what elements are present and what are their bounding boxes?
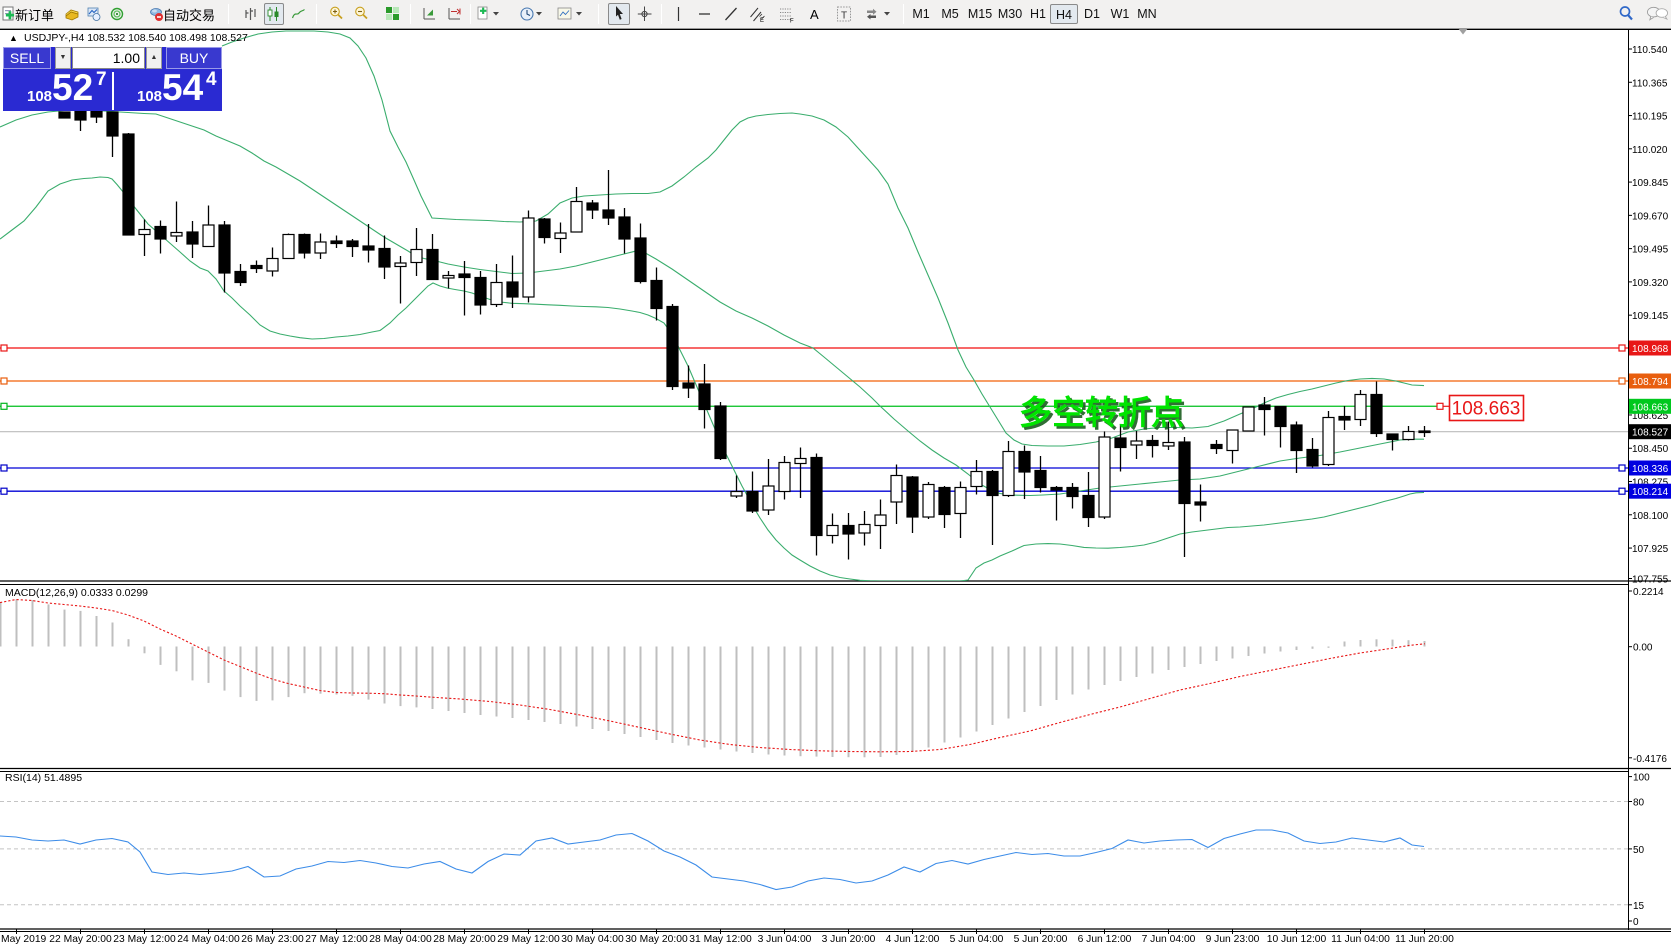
svg-text:108.214: 108.214	[1632, 487, 1669, 498]
svg-text:5 Jun 20:00: 5 Jun 20:00	[1014, 934, 1068, 945]
svg-text:109.145: 109.145	[1632, 311, 1669, 322]
svg-text:RSI(14) 51.4895: RSI(14) 51.4895	[5, 772, 82, 784]
svg-text:6 Jun 12:00: 6 Jun 12:00	[1078, 934, 1132, 945]
svg-text:108.450: 108.450	[1632, 444, 1669, 455]
svg-text:15: 15	[1633, 901, 1645, 912]
svg-text:0.00: 0.00	[1633, 643, 1653, 654]
svg-text:108.336: 108.336	[1632, 464, 1669, 475]
svg-text:108.100: 108.100	[1632, 511, 1669, 522]
svg-text:27 May 12:00: 27 May 12:00	[305, 934, 368, 945]
svg-text:108.527: 108.527	[1632, 428, 1669, 439]
svg-text:T: T	[841, 11, 847, 22]
svg-text:22 May 2019: 22 May 2019	[0, 934, 47, 945]
svg-text:28 May 04:00: 28 May 04:00	[369, 934, 432, 945]
svg-text:108.968: 108.968	[1632, 344, 1669, 355]
svg-text:▲: ▲	[9, 33, 18, 43]
svg-text:MACD(12,26,9) 0.0333 0.0299: MACD(12,26,9) 0.0333 0.0299	[5, 587, 148, 599]
svg-text:-0.4176: -0.4176	[1633, 754, 1667, 765]
svg-text:110.365: 110.365	[1632, 78, 1668, 89]
svg-text:24 May 04:00: 24 May 04:00	[177, 934, 240, 945]
svg-text:多空转折点: 多空转折点	[1019, 394, 1184, 431]
svg-text:50: 50	[1633, 845, 1645, 856]
svg-text:23 May 12:00: 23 May 12:00	[113, 934, 176, 945]
svg-text:5 Jun 04:00: 5 Jun 04:00	[950, 934, 1004, 945]
svg-text:29 May 12:00: 29 May 12:00	[497, 934, 560, 945]
svg-text:110.540: 110.540	[1632, 45, 1668, 56]
svg-text:E: E	[760, 18, 764, 24]
svg-text:108.625: 108.625	[1632, 411, 1669, 422]
svg-text:108.663: 108.663	[1632, 402, 1669, 413]
svg-text:80: 80	[1633, 798, 1645, 809]
svg-text:7 Jun 04:00: 7 Jun 04:00	[1142, 934, 1196, 945]
svg-text:108.794: 108.794	[1632, 377, 1669, 388]
svg-text:110.020: 110.020	[1632, 145, 1668, 156]
svg-text:110.195: 110.195	[1632, 112, 1668, 123]
svg-text:0.2214: 0.2214	[1633, 587, 1664, 598]
svg-text:USDJPY-,H4 108.532 108.540 10: USDJPY-,H4 108.532 108.540 108.498 108.5…	[24, 32, 248, 44]
svg-text:109.320: 109.320	[1632, 278, 1669, 289]
svg-text:26 May 23:00: 26 May 23:00	[241, 934, 304, 945]
svg-text:108.275: 108.275	[1632, 478, 1669, 489]
svg-text:11 Jun 20:00: 11 Jun 20:00	[1395, 934, 1454, 945]
svg-text:100: 100	[1633, 773, 1650, 784]
svg-text:30 May 04:00: 30 May 04:00	[561, 934, 624, 945]
svg-text:109.670: 109.670	[1632, 211, 1669, 222]
svg-text:11 Jun 04:00: 11 Jun 04:00	[1331, 934, 1390, 945]
svg-text:F: F	[790, 19, 794, 25]
svg-text:108.663: 108.663	[1452, 399, 1521, 420]
svg-text:109.845: 109.845	[1632, 178, 1669, 189]
svg-text:107.755: 107.755	[1632, 575, 1669, 586]
svg-text:4 Jun 12:00: 4 Jun 12:00	[886, 934, 940, 945]
svg-text:31 May 12:00: 31 May 12:00	[689, 934, 752, 945]
svg-text:22 May 20:00: 22 May 20:00	[49, 934, 112, 945]
svg-text:30 May 20:00: 30 May 20:00	[625, 934, 688, 945]
svg-text:0: 0	[1633, 917, 1639, 928]
svg-text:109.495: 109.495	[1632, 245, 1669, 256]
svg-text:3 Jun 04:00: 3 Jun 04:00	[758, 934, 812, 945]
svg-text:28 May 20:00: 28 May 20:00	[433, 934, 496, 945]
svg-text:3 Jun 20:00: 3 Jun 20:00	[822, 934, 876, 945]
svg-text:9 Jun 23:00: 9 Jun 23:00	[1206, 934, 1260, 945]
svg-text:多空转折点: 多空转折点	[1022, 397, 1187, 434]
svg-text:107.925: 107.925	[1632, 544, 1669, 555]
svg-text:10 Jun 12:00: 10 Jun 12:00	[1267, 934, 1327, 945]
